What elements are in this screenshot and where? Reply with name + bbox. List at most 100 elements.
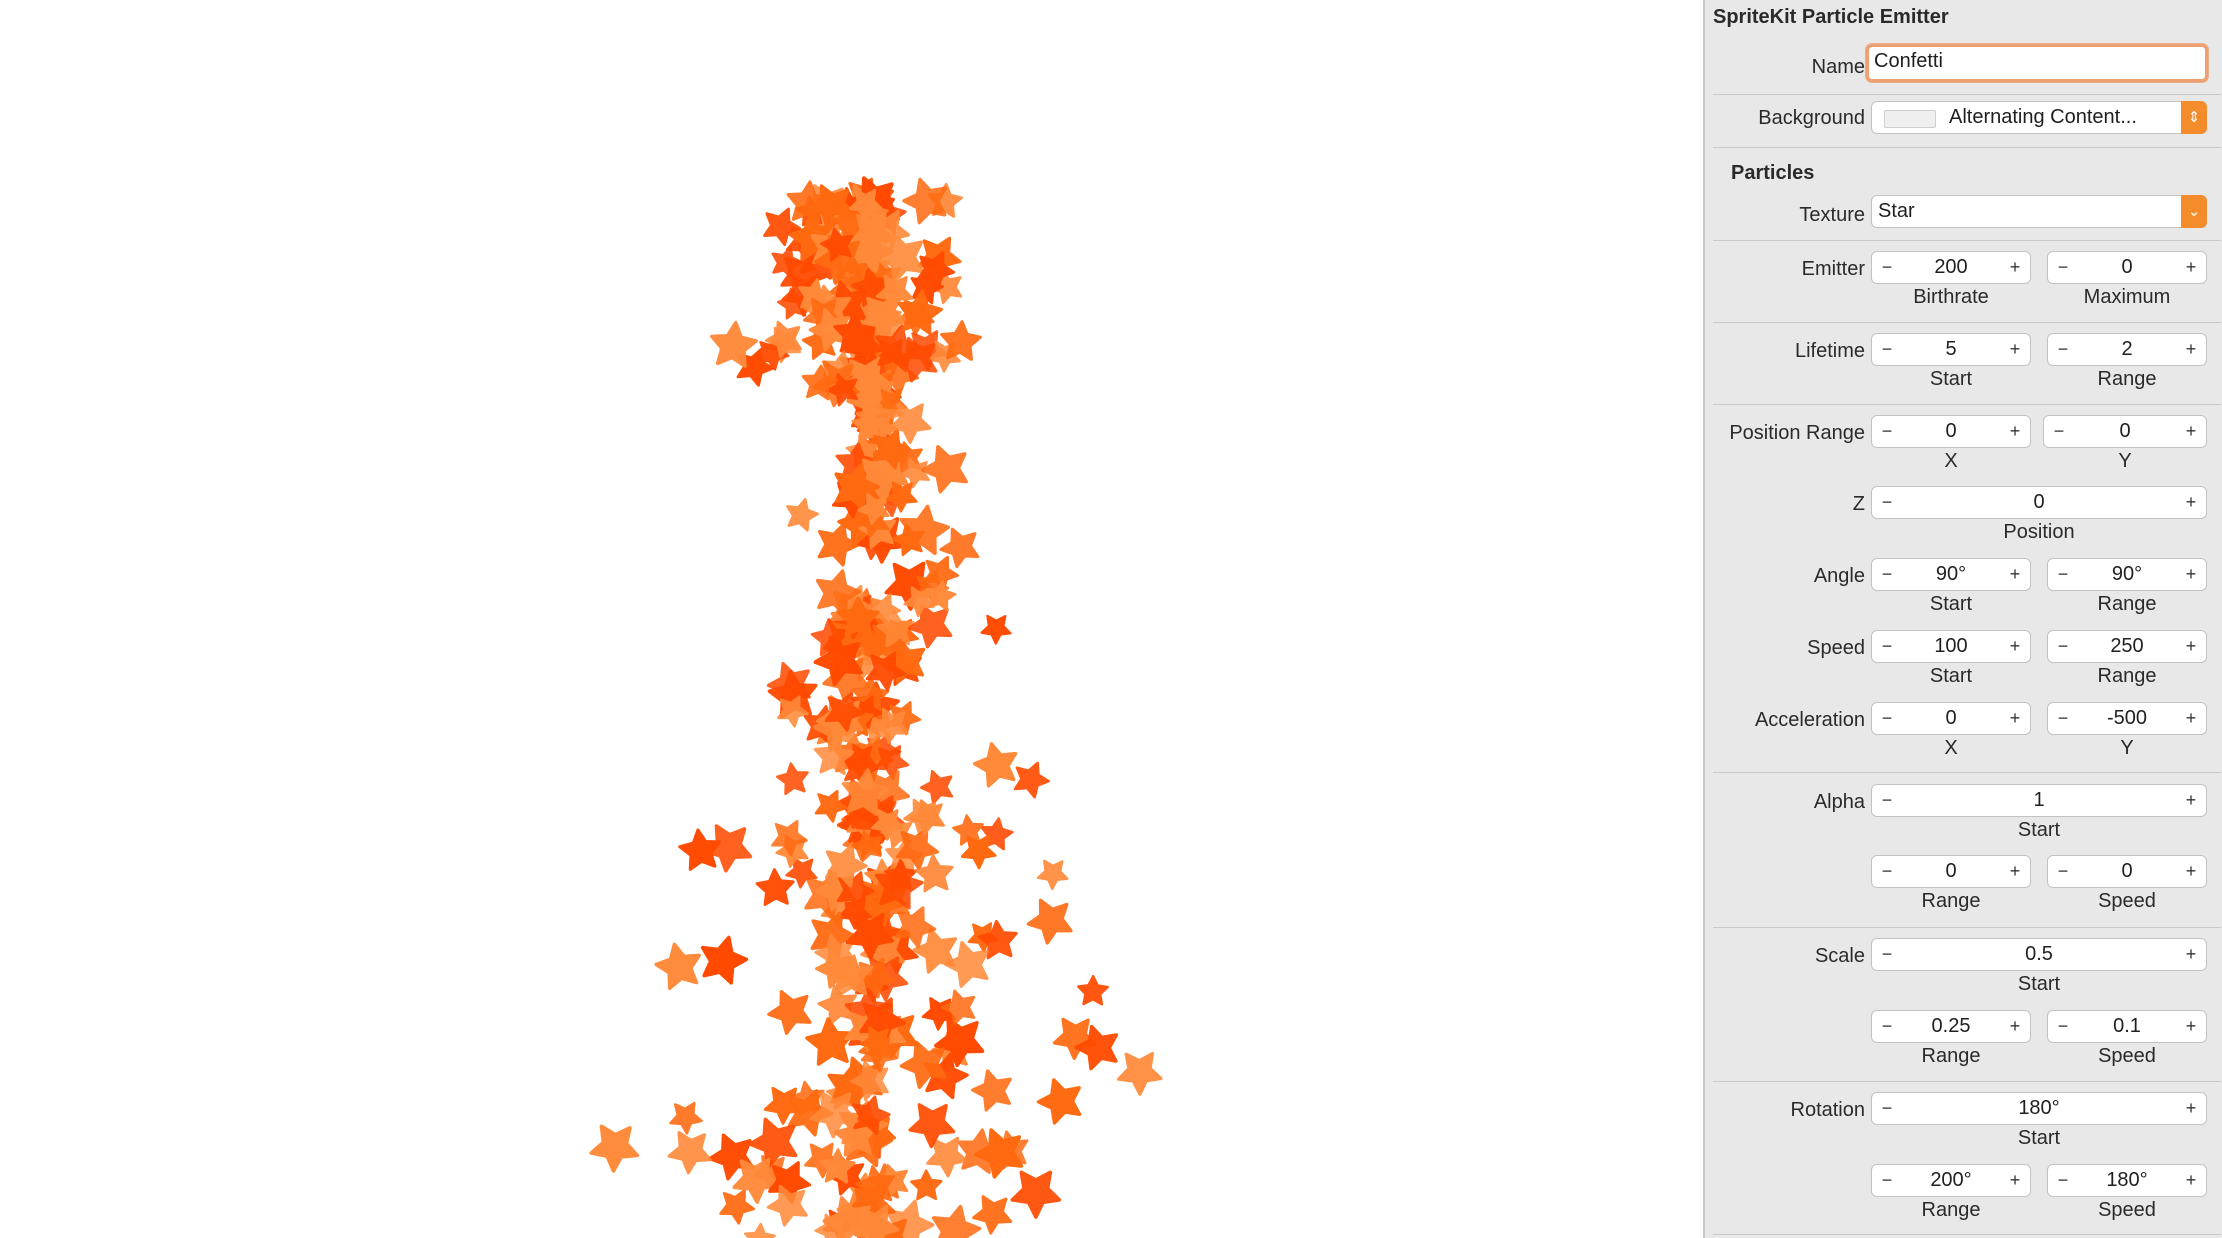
increment-button[interactable]: + xyxy=(2009,1170,2021,1190)
decrement-button[interactable]: − xyxy=(1881,1170,1893,1190)
increment-button[interactable]: + xyxy=(2185,708,2197,728)
scale-range-value[interactable]: 0.25 xyxy=(1931,1015,1971,1037)
increment-button[interactable]: + xyxy=(2185,1170,2197,1190)
maximum-stepper[interactable]: − 0 + xyxy=(2047,251,2207,284)
position-range-y-stepper[interactable]: − 0 + xyxy=(2043,415,2207,448)
decrement-button[interactable]: − xyxy=(1881,636,1893,656)
increment-button[interactable]: + xyxy=(2009,421,2021,441)
maximum-value[interactable]: 0 xyxy=(2121,256,2133,278)
decrement-button[interactable]: − xyxy=(2057,1170,2069,1190)
particle-preview-canvas[interactable] xyxy=(0,0,1703,1238)
decrement-button[interactable]: − xyxy=(1881,339,1893,359)
decrement-button[interactable]: − xyxy=(1881,564,1893,584)
increment-button[interactable]: + xyxy=(2185,492,2197,512)
rotation-range-stepper[interactable]: − 200° + xyxy=(1871,1164,2031,1197)
rotation-speed-stepper[interactable]: − 180° + xyxy=(2047,1164,2207,1197)
scale-speed-stepper[interactable]: − 0.1 + xyxy=(2047,1010,2207,1043)
alpha-start-value[interactable]: 1 xyxy=(2033,789,2045,811)
rotation-start-stepper[interactable]: − 180° + xyxy=(1871,1092,2207,1125)
z-position-stepper[interactable]: − 0 + xyxy=(1871,486,2207,519)
rotation-range-value[interactable]: 200° xyxy=(1930,1169,1972,1191)
scale-start-value[interactable]: 0.5 xyxy=(2025,943,2053,965)
alpha-start-caption: Start xyxy=(2017,819,2061,841)
decrement-button[interactable]: − xyxy=(2057,1016,2069,1036)
angle-range-value[interactable]: 90° xyxy=(2111,563,2143,585)
decrement-button[interactable]: − xyxy=(2057,564,2069,584)
position-range-x-value[interactable]: 0 xyxy=(1945,420,1957,442)
alpha-range-value[interactable]: 0 xyxy=(1945,860,1957,882)
texture-dropdown-value: Star xyxy=(1878,200,1915,222)
increment-button[interactable]: + xyxy=(2185,564,2197,584)
increment-button[interactable]: + xyxy=(2185,944,2197,964)
star-icon xyxy=(1003,1156,1072,1225)
position-range-y-value[interactable]: 0 xyxy=(2119,420,2131,442)
increment-button[interactable]: + xyxy=(2185,1016,2197,1036)
acceleration-x-stepper[interactable]: − 0 + xyxy=(1871,702,2031,735)
birthrate-value[interactable]: 200 xyxy=(1934,256,1968,278)
popup-arrows-icon: ⇕ xyxy=(2181,101,2207,134)
scale-start-stepper[interactable]: − 0.5 + xyxy=(1871,938,2207,971)
increment-button[interactable]: + xyxy=(2009,1016,2021,1036)
decrement-button[interactable]: − xyxy=(2057,636,2069,656)
decrement-button[interactable]: − xyxy=(1881,492,1893,512)
lifetime-range-stepper[interactable]: − 2 + xyxy=(2047,333,2207,366)
decrement-button[interactable]: − xyxy=(1881,1098,1893,1118)
alpha-range-stepper[interactable]: − 0 + xyxy=(1871,855,2031,888)
decrement-button[interactable]: − xyxy=(2057,257,2069,277)
increment-button[interactable]: + xyxy=(2185,339,2197,359)
increment-button[interactable]: + xyxy=(2185,1098,2197,1118)
increment-button[interactable]: + xyxy=(2009,339,2021,359)
decrement-button[interactable]: − xyxy=(1881,421,1893,441)
scale-range-stepper[interactable]: − 0.25 + xyxy=(1871,1010,2031,1043)
decrement-button[interactable]: − xyxy=(1881,257,1893,277)
rotation-start-value[interactable]: 180° xyxy=(2018,1097,2060,1119)
speed-range-stepper[interactable]: − 250 + xyxy=(2047,630,2207,663)
alpha-speed-stepper[interactable]: − 0 + xyxy=(2047,855,2207,888)
birthrate-stepper[interactable]: − 200 + xyxy=(1871,251,2031,284)
angle-start-value[interactable]: 90° xyxy=(1935,563,1967,585)
speed-start-stepper[interactable]: − 100 + xyxy=(1871,630,2031,663)
texture-dropdown[interactable]: Star ⌄ xyxy=(1871,195,2207,228)
decrement-button[interactable]: − xyxy=(2057,861,2069,881)
decrement-button[interactable]: − xyxy=(1881,790,1893,810)
decrement-button[interactable]: − xyxy=(1881,861,1893,881)
alpha-start-stepper[interactable]: − 1 + xyxy=(1871,784,2207,817)
decrement-button[interactable]: − xyxy=(2057,708,2069,728)
background-popup[interactable]: Alternating Content... ⇕ xyxy=(1871,101,2207,134)
z-position-value[interactable]: 0 xyxy=(2033,491,2045,513)
acceleration-y-stepper[interactable]: − -500 + xyxy=(2047,702,2207,735)
rotation-range-caption: Range xyxy=(1921,1199,1981,1221)
decrement-button[interactable]: − xyxy=(1881,708,1893,728)
acceleration-y-caption: Y xyxy=(2120,737,2134,759)
star-icon xyxy=(1110,1044,1166,1101)
acceleration-x-value[interactable]: 0 xyxy=(1945,707,1957,729)
increment-button[interactable]: + xyxy=(2185,790,2197,810)
angle-start-stepper[interactable]: − 90° + xyxy=(1871,558,2031,591)
speed-range-value[interactable]: 250 xyxy=(2110,635,2144,657)
scale-speed-value[interactable]: 0.1 xyxy=(2113,1015,2141,1037)
decrement-button[interactable]: − xyxy=(1881,944,1893,964)
decrement-button[interactable]: − xyxy=(2057,339,2069,359)
decrement-button[interactable]: − xyxy=(1881,1016,1893,1036)
increment-button[interactable]: + xyxy=(2009,257,2021,277)
increment-button[interactable]: + xyxy=(2009,636,2021,656)
lifetime-start-value[interactable]: 5 xyxy=(1945,338,1957,360)
acceleration-y-value[interactable]: -500 xyxy=(2106,707,2148,729)
increment-button[interactable]: + xyxy=(2185,421,2197,441)
position-range-x-stepper[interactable]: − 0 + xyxy=(1871,415,2031,448)
increment-button[interactable]: + xyxy=(2185,861,2197,881)
increment-button[interactable]: + xyxy=(2009,708,2021,728)
increment-button[interactable]: + xyxy=(2185,257,2197,277)
increment-button[interactable]: + xyxy=(2009,564,2021,584)
increment-button[interactable]: + xyxy=(2185,636,2197,656)
increment-button[interactable]: + xyxy=(2009,861,2021,881)
lifetime-start-stepper[interactable]: − 5 + xyxy=(1871,333,2031,366)
lifetime-range-value[interactable]: 2 xyxy=(2121,338,2133,360)
decrement-button[interactable]: − xyxy=(2053,421,2065,441)
scale-range-caption: Range xyxy=(1921,1045,1981,1067)
alpha-speed-value[interactable]: 0 xyxy=(2121,860,2133,882)
speed-start-value[interactable]: 100 xyxy=(1934,635,1968,657)
rotation-speed-value[interactable]: 180° xyxy=(2106,1169,2148,1191)
angle-range-stepper[interactable]: − 90° + xyxy=(2047,558,2207,591)
name-field[interactable]: Confetti xyxy=(1866,44,2208,82)
